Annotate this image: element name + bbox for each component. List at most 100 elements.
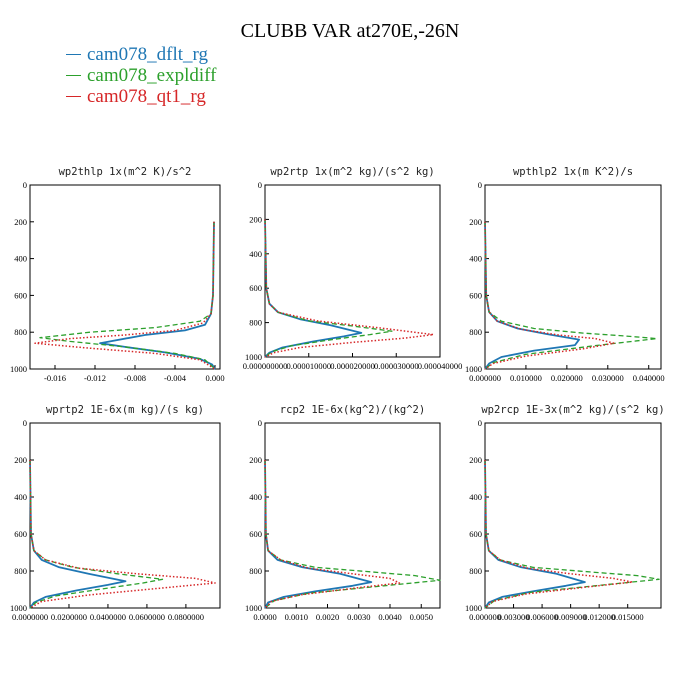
series-line-expldiff xyxy=(264,219,393,358)
x-tick-label: 0.000000 xyxy=(469,612,501,622)
y-tick-label: 0 xyxy=(23,180,27,190)
x-tick-label: 0.0000 xyxy=(253,612,276,622)
y-tick-label: 1000 xyxy=(245,603,262,613)
x-tick-label: -0.016 xyxy=(44,373,66,383)
x-tick-label: 0.000010000 xyxy=(286,361,331,371)
x-tick-label: 0.012000 xyxy=(583,612,615,622)
y-tick-label: 1000 xyxy=(245,352,262,362)
y-tick-label: 200 xyxy=(469,217,482,227)
panel-1: wp2thlp 1x(m^2 K)/s^2 0 200 400 600 800 1000 -0… xyxy=(10,166,225,383)
x-tick-label: -0.008 xyxy=(124,373,146,383)
legend-label-dflt: cam078_dflt_rg xyxy=(87,43,209,65)
y-tick-label: 800 xyxy=(469,566,482,576)
x-tick-label: 0.010000 xyxy=(510,373,542,383)
plot-frame xyxy=(484,184,662,370)
y-tick-label: 200 xyxy=(249,214,262,224)
legend-label-qt1: cam078_qt1_rg xyxy=(87,85,206,107)
panel-4: wprtp2 1E-6x(m kg)/(s kg) 0 200 400 600 800 10… xyxy=(10,404,221,622)
x-tick-label: 0.009000 xyxy=(555,612,587,622)
panel-title: rcp2 1E-6x(kg^2)/(kg^2) xyxy=(280,404,425,416)
x-tick-label: -0.004 xyxy=(164,373,187,383)
y-tick-label: 600 xyxy=(469,290,482,300)
x-tick-label: 0.0020 xyxy=(316,612,339,622)
y-tick-label: 1000 xyxy=(10,364,27,374)
y-tick-label: 1000 xyxy=(10,603,27,613)
y-tick-label: 200 xyxy=(14,217,27,227)
x-tick-label: 0.006000 xyxy=(526,612,558,622)
panel-2: wp2rtp 1x(m^2 kg)/(s^2 kg) 0 200 400 600 800 1… xyxy=(243,166,463,371)
x-tick-label: -0.012 xyxy=(84,373,106,383)
x-tick-label: 0.0200000 xyxy=(51,612,87,622)
figure-title: CLUBB VAR at270E,-26N xyxy=(240,20,460,42)
series-line-expldiff xyxy=(39,221,216,370)
series-line-dflt xyxy=(264,459,373,609)
x-tick-label: 0.020000 xyxy=(551,373,583,383)
y-tick-label: 0 xyxy=(23,418,27,428)
x-tick-label: 0.000030000 xyxy=(374,361,419,371)
panel-title: wp2thlp 1x(m^2 K)/s^2 xyxy=(59,166,192,178)
y-tick-label: 200 xyxy=(249,455,262,465)
y-tick-label: 600 xyxy=(249,529,262,539)
y-tick-label: 400 xyxy=(249,249,262,259)
y-tick-label: 200 xyxy=(469,455,482,465)
y-tick-label: 800 xyxy=(14,566,27,576)
x-tick-label: 0.0600000 xyxy=(129,612,165,622)
legend-item-dflt: cam078_dflt_rg xyxy=(66,44,216,65)
panel-title: wpthlp2 1x(m K^2)/s xyxy=(513,166,633,178)
y-tick-label: 0 xyxy=(258,180,262,190)
x-tick-label: 0.000040000 xyxy=(418,361,463,371)
series-line-expldiff xyxy=(484,221,658,370)
y-tick-label: 800 xyxy=(249,318,262,328)
legend-swatch-qt1 xyxy=(66,96,81,97)
series-line-qt1 xyxy=(29,459,216,609)
x-tick-label: 0.0030 xyxy=(347,612,370,622)
legend-swatch-dflt xyxy=(66,54,81,55)
legend-label-expldiff: cam078_expldiff xyxy=(87,64,217,86)
plot-frame xyxy=(264,422,441,609)
panel-title: wprtp2 1E-6x(m kg)/(s kg) xyxy=(46,404,204,416)
legend: cam078_dflt_rg cam078_expldiff cam078_qt… xyxy=(66,44,216,107)
y-tick-label: 800 xyxy=(14,327,27,337)
x-tick-label: 0.000000 xyxy=(469,373,501,383)
legend-item-expldiff: cam078_expldiff xyxy=(66,65,216,86)
x-tick-label: 0.000000000 xyxy=(243,361,288,371)
y-tick-label: 1000 xyxy=(465,364,482,374)
x-tick-label: 0.0800000 xyxy=(168,612,204,622)
series-line-qt1 xyxy=(484,221,615,370)
series-line-dflt xyxy=(484,459,586,609)
series-line-dflt xyxy=(484,221,580,370)
panel-title: wp2rcp 1E-3x(m^2 kg)/(s^2 kg) xyxy=(481,404,664,416)
panel-5: rcp2 1E-6x(kg^2)/(kg^2) 0 200 400 600 800 1000… xyxy=(245,404,441,622)
series-line-expldiff xyxy=(264,459,441,609)
y-tick-label: 400 xyxy=(14,492,27,502)
x-tick-label: 0.0040 xyxy=(378,612,401,622)
plot-frame xyxy=(29,184,221,370)
x-tick-label: 0.000020000 xyxy=(330,361,375,371)
series-line-expldiff xyxy=(484,459,660,609)
x-tick-label: 0.0000000 xyxy=(12,612,48,622)
x-tick-label: 0.000 xyxy=(205,373,224,383)
series-line-dflt xyxy=(29,459,127,609)
series-line-dflt xyxy=(264,219,363,358)
y-tick-label: 600 xyxy=(249,283,262,293)
y-tick-label: 200 xyxy=(14,455,27,465)
y-tick-label: 0 xyxy=(258,418,262,428)
y-tick-label: 800 xyxy=(469,327,482,337)
y-tick-label: 600 xyxy=(14,529,27,539)
y-tick-label: 0 xyxy=(478,180,482,190)
x-tick-label: 0.003000 xyxy=(498,612,530,622)
y-tick-label: 1000 xyxy=(465,603,482,613)
x-tick-label: 0.0010 xyxy=(285,612,308,622)
series-line-qt1 xyxy=(264,459,401,609)
legend-swatch-expldiff xyxy=(66,75,81,76)
panel-6: wp2rcp 1E-3x(m^2 kg)/(s^2 kg) 0 200 400 600 8… xyxy=(465,404,665,622)
y-tick-label: 400 xyxy=(14,254,27,264)
y-tick-label: 400 xyxy=(469,254,482,264)
x-tick-label: 0.0400000 xyxy=(90,612,126,622)
panel-title: wp2rtp 1x(m^2 kg)/(s^2 kg) xyxy=(270,166,434,178)
y-tick-label: 0 xyxy=(478,418,482,428)
legend-item-qt1: cam078_qt1_rg xyxy=(66,86,216,107)
x-tick-label: 0.030000 xyxy=(592,373,624,383)
series-line-qt1 xyxy=(484,459,634,609)
